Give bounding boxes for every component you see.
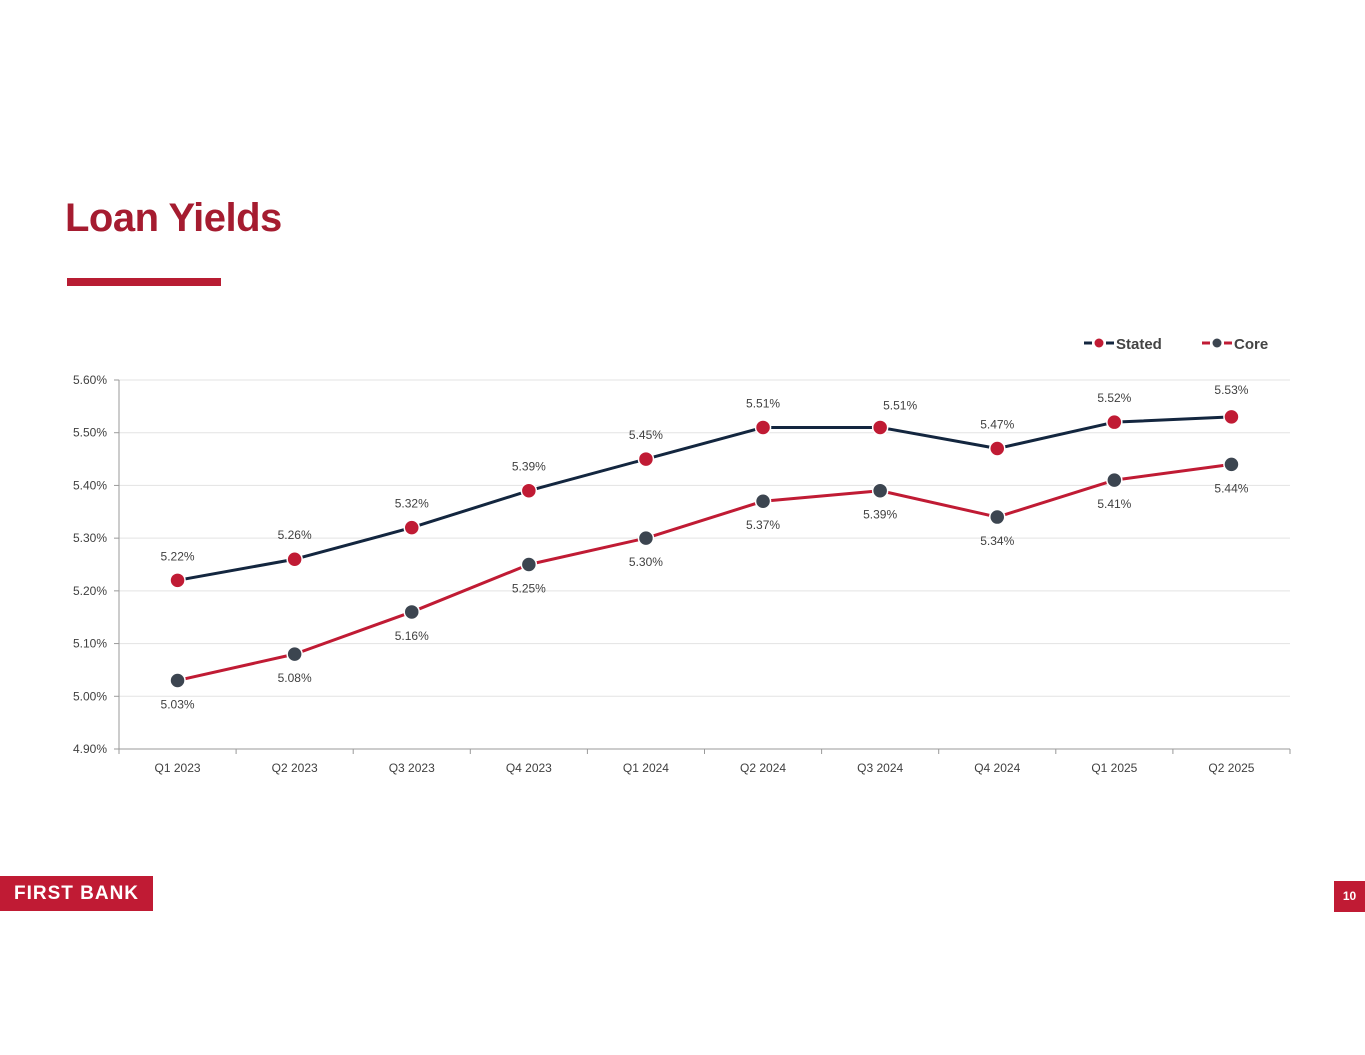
stated-data-label: 5.45% — [629, 428, 663, 442]
stated-data-label: 5.39% — [512, 460, 546, 474]
x-tick-label: Q3 2024 — [857, 761, 903, 775]
stated-legend-label: Stated — [1116, 336, 1162, 353]
core-data-label: 5.30% — [629, 555, 663, 569]
core-data-label: 5.08% — [278, 671, 312, 685]
y-tick-label: 5.60% — [73, 373, 107, 387]
stated-data-label: 5.32% — [395, 497, 429, 511]
page-number: 10 — [1334, 881, 1365, 912]
core-data-label: 5.44% — [1214, 481, 1248, 495]
x-tick-label: Q2 2025 — [1208, 761, 1254, 775]
x-tick-label: Q1 2024 — [623, 761, 669, 775]
x-tick-label: Q1 2025 — [1091, 761, 1137, 775]
stated-data-label: 5.52% — [1097, 391, 1131, 405]
x-tick-label: Q2 2024 — [740, 761, 786, 775]
core-data-label: 5.34% — [980, 534, 1014, 548]
stated-data-label: 5.22% — [161, 549, 195, 563]
core-data-label: 5.41% — [1097, 497, 1131, 511]
y-tick-label: 5.40% — [73, 478, 107, 492]
stated-point — [169, 572, 186, 589]
core-data-label: 5.39% — [863, 508, 897, 522]
stated-point — [1223, 408, 1240, 426]
y-tick-label: 5.20% — [73, 584, 107, 598]
core-point — [286, 645, 303, 663]
core-legend-marker — [1212, 338, 1222, 348]
y-tick-label: 5.30% — [73, 531, 107, 545]
core-point — [169, 672, 186, 689]
stated-point — [871, 419, 889, 436]
stated-data-label: 5.47% — [980, 418, 1014, 432]
stated-point — [520, 482, 538, 499]
y-tick-label: 4.90% — [73, 742, 107, 756]
core-data-label: 5.37% — [746, 518, 780, 532]
stated-data-label: 5.26% — [278, 528, 312, 542]
stated-point — [403, 519, 420, 536]
x-tick-label: Q2 2023 — [272, 761, 318, 775]
core-point — [403, 603, 420, 621]
first-bank-logo: FIRST BANK — [0, 876, 153, 911]
y-tick-label: 5.10% — [73, 637, 107, 651]
core-data-label: 5.16% — [395, 629, 429, 643]
x-tick-label: Q3 2023 — [389, 761, 435, 775]
stated-point — [989, 440, 1006, 457]
core-point — [871, 482, 889, 499]
core-data-label: 5.03% — [161, 697, 195, 711]
core-point — [754, 492, 772, 510]
stated-data-label: 5.53% — [1214, 383, 1248, 397]
chart-canvas: 4.90% 5.00% 5.10% 5.20% 5.30% 5.40% 5.50% 5.60%… — [73, 336, 1291, 775]
x-tick-label: Q4 2023 — [506, 761, 552, 775]
stated-point — [1106, 413, 1123, 431]
series-line-stated — [177, 415, 1232, 582]
core-point — [1106, 471, 1123, 489]
stated-legend-marker — [1094, 338, 1104, 348]
core-legend-label: Core — [1234, 336, 1268, 353]
y-tick-label: 5.00% — [73, 689, 107, 703]
series-line-core — [177, 462, 1232, 682]
x-tick-label: Q4 2024 — [974, 761, 1020, 775]
stated-point — [754, 419, 772, 436]
x-tick-label: Q1 2023 — [155, 761, 201, 775]
stated-data-label: 5.51% — [746, 396, 780, 410]
stated-point — [637, 450, 655, 468]
stated-data-label: 5.51% — [883, 398, 917, 412]
core-data-label: 5.25% — [512, 582, 546, 596]
loan-yields-chart: 4.90% 5.00% 5.10% 5.20% 5.30% 5.40% 5.50% 5.60%… — [0, 320, 1365, 790]
core-point — [989, 508, 1006, 526]
page-title: Loan Yields — [65, 196, 282, 240]
y-tick-label: 5.50% — [73, 426, 107, 440]
title-underline — [67, 278, 221, 286]
core-point — [1223, 456, 1240, 473]
core-point — [520, 556, 538, 573]
core-point — [637, 529, 655, 547]
stated-point — [286, 550, 303, 568]
